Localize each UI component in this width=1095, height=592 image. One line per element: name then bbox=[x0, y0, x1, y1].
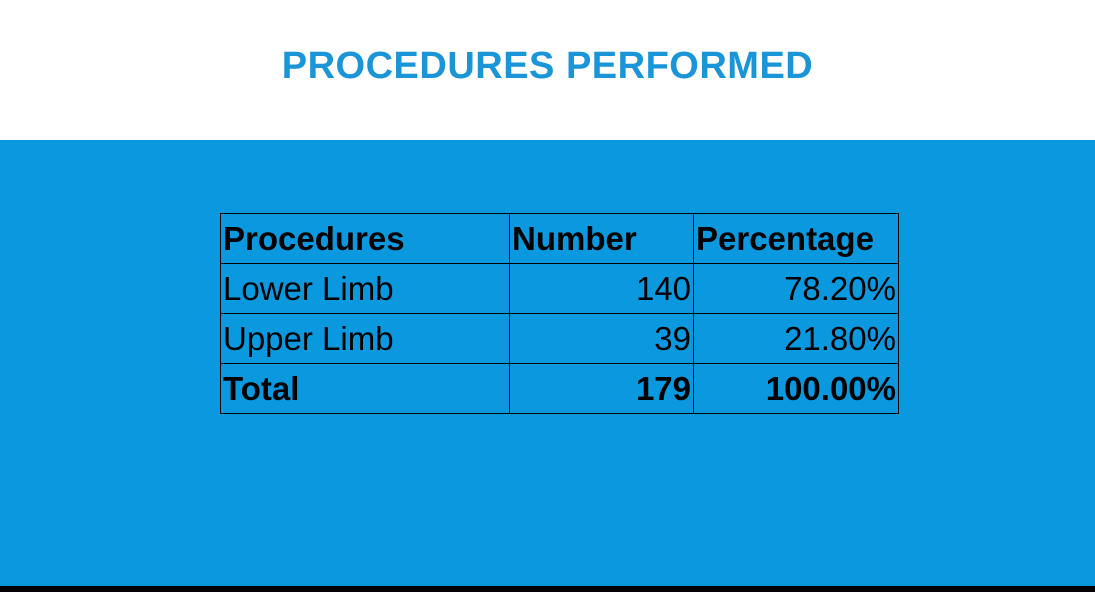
header-percentage: Percentage bbox=[693, 213, 899, 264]
cell-total-label: Total bbox=[220, 363, 510, 414]
cell-percentage: 21.80% bbox=[693, 313, 899, 364]
cell-total-percentage: 100.00% bbox=[693, 363, 899, 414]
table-row: Lower Limb 140 78.20% bbox=[220, 263, 899, 314]
cell-number: 140 bbox=[509, 263, 694, 314]
cell-percentage: 78.20% bbox=[693, 263, 899, 314]
table-row: Upper Limb 39 21.80% bbox=[220, 313, 899, 364]
bottom-bar bbox=[0, 586, 1095, 592]
cell-procedure: Upper Limb bbox=[220, 313, 510, 364]
table-total-row: Total 179 100.00% bbox=[220, 363, 899, 414]
table-header-row: Procedures Number Percentage bbox=[220, 213, 899, 264]
cell-total-number: 179 bbox=[509, 363, 694, 414]
cell-number: 39 bbox=[509, 313, 694, 364]
slide-title: PROCEDURES PERFORMED bbox=[281, 45, 814, 87]
cell-procedure: Lower Limb bbox=[220, 263, 510, 314]
procedures-table: Procedures Number Percentage Lower Limb … bbox=[220, 213, 899, 414]
header-procedures: Procedures bbox=[220, 213, 510, 264]
header-number: Number bbox=[509, 213, 694, 264]
slide-header: PROCEDURES PERFORMED bbox=[0, 0, 1095, 140]
